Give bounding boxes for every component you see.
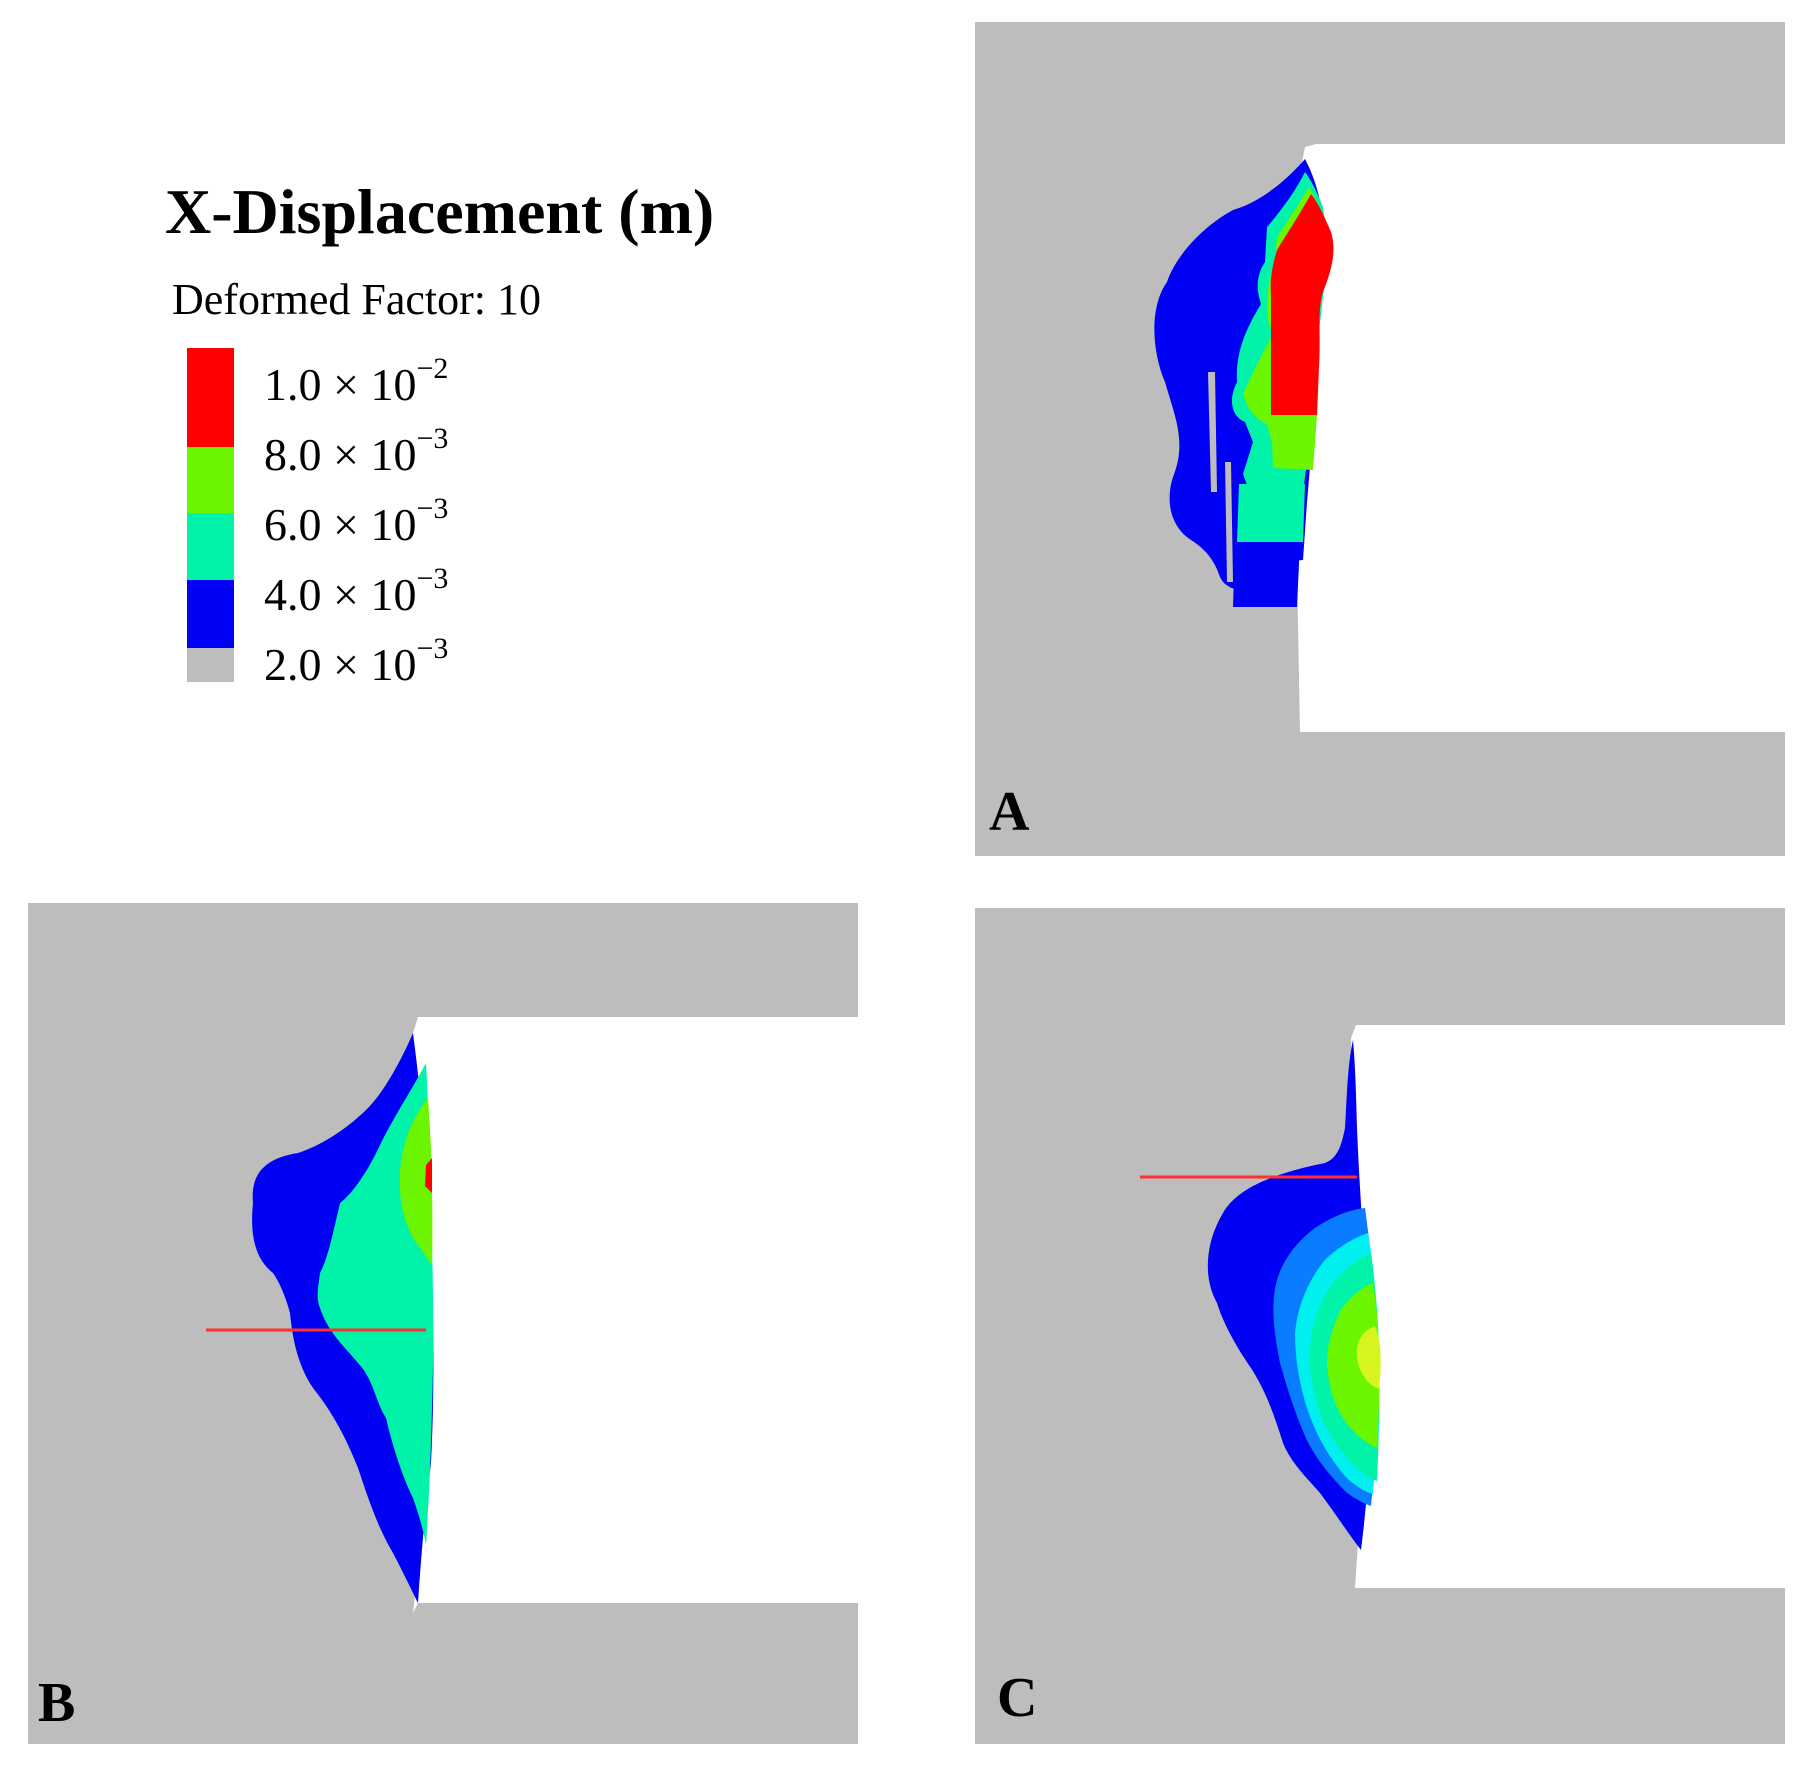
panel-c-green-zone <box>1327 1283 1380 1448</box>
panel-b: B <box>28 903 858 1744</box>
panel-a-crack-1 <box>1208 372 1217 492</box>
panel-a-green-band <box>1271 415 1317 470</box>
panel-b-label: B <box>38 1672 75 1734</box>
panel-a-label: A <box>989 781 1030 843</box>
legend-swatch-grey <box>187 648 234 682</box>
legend-title: X-Displacement (m) <box>165 176 715 247</box>
panel-a-red-zone <box>1270 194 1334 415</box>
legend-label-1: 1.0 × 10−2 <box>264 352 449 410</box>
legend-swatch-green <box>187 447 234 513</box>
legend-label-5: 2.0 × 10−3 <box>264 632 449 690</box>
panel-c-label: C <box>997 1667 1037 1729</box>
panel-a-cyan-band <box>1237 484 1305 542</box>
legend-label-2: 8.0 × 10−3 <box>264 422 449 480</box>
panel-b-red-zone <box>425 1158 432 1193</box>
legend-swatch-red <box>187 348 234 447</box>
legend-label-3: 6.0 × 10−3 <box>264 492 449 550</box>
legend-label-4: 4.0 × 10−3 <box>264 562 449 620</box>
panel-c-yellow-zone <box>1356 1326 1381 1389</box>
panel-a: A <box>975 22 1785 856</box>
panel-b-green-zone <box>399 1098 433 1265</box>
legend-subtitle: Deformed Factor: 10 <box>172 275 541 324</box>
panel-b-rock <box>28 903 858 1744</box>
panel-a-crack-2 <box>1225 462 1233 582</box>
panel-c-rock <box>975 908 1785 1744</box>
legend-swatch-cyan <box>187 513 234 580</box>
panel-c: C <box>975 908 1785 1744</box>
legend-swatch-blue <box>187 580 234 648</box>
panel-a-blue-base <box>1233 542 1300 607</box>
panel-a-rock <box>975 22 1785 856</box>
